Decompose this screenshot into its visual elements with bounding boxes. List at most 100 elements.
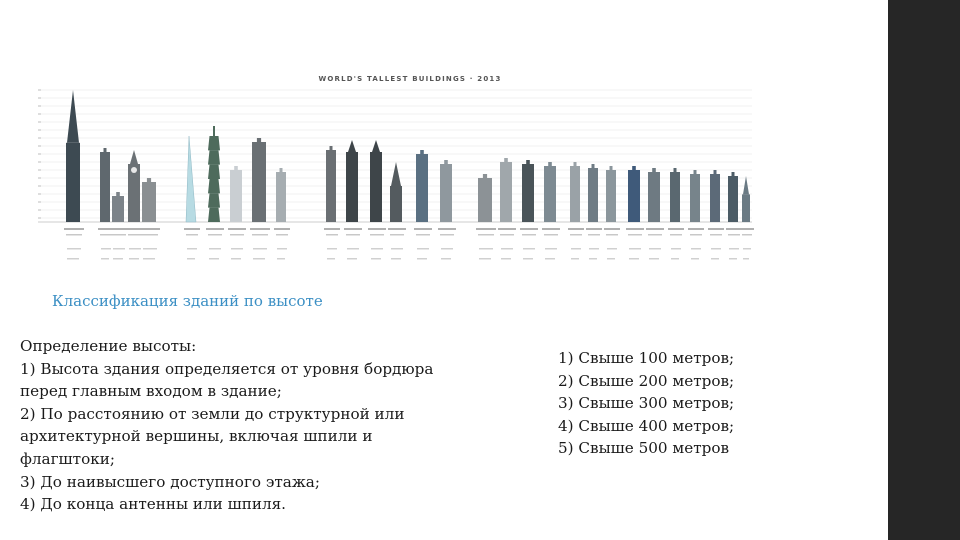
caption-line — [187, 258, 195, 260]
building-crown — [591, 164, 595, 168]
building-body — [128, 164, 140, 222]
caption-line — [629, 258, 639, 260]
caption-line — [347, 248, 359, 250]
caption-line — [691, 248, 701, 250]
caption-line — [370, 234, 384, 236]
caption-line — [417, 258, 427, 260]
caption-line — [391, 248, 403, 250]
caption-line — [113, 258, 123, 260]
caption-line — [253, 248, 267, 250]
caption-line — [228, 228, 246, 230]
building-spire — [372, 140, 380, 152]
caption-line — [628, 234, 642, 236]
building-spire — [348, 140, 356, 152]
caption-line — [327, 248, 337, 250]
caption-line — [542, 228, 560, 230]
caption-line — [440, 234, 454, 236]
caption-line — [571, 258, 579, 260]
caption-line — [441, 258, 451, 260]
definition-line: 1) Высота здания определяется от уровня … — [20, 359, 434, 378]
building-body — [690, 174, 700, 222]
caption-line — [327, 258, 335, 260]
height-classes-list: 1) Свыше 100 метров; 2) Свыше 200 метров… — [558, 347, 858, 460]
building-spire — [743, 176, 749, 195]
building-crown — [609, 166, 613, 170]
caption-line — [276, 234, 288, 236]
caption-line — [347, 258, 357, 260]
building-tier — [208, 179, 220, 194]
caption-line — [671, 248, 681, 250]
building-body — [370, 152, 382, 222]
building-antenna — [213, 126, 215, 136]
caption-line — [414, 228, 432, 230]
caption-line — [274, 228, 290, 230]
slide-subtitle: Классификация зданий по высоте — [52, 292, 323, 310]
building-body — [728, 176, 738, 222]
definition-line: Определение высоты: — [20, 337, 197, 355]
caption-line — [586, 228, 602, 230]
caption-line — [277, 258, 285, 260]
building-crown — [146, 178, 152, 182]
building-tier — [208, 150, 220, 165]
building-body — [500, 162, 512, 222]
caption-line — [523, 248, 535, 250]
caption-line — [607, 248, 617, 250]
caption-line — [66, 234, 82, 236]
caption-line — [143, 248, 157, 250]
clock-face — [131, 167, 137, 173]
building-crown — [279, 168, 283, 172]
building-tier — [208, 207, 220, 222]
caption-line — [371, 258, 381, 260]
caption-line — [479, 258, 491, 260]
building-body — [416, 154, 428, 222]
tallest-buildings-figure: WORLD'S TALLEST BUILDINGS · 2013 — [30, 60, 756, 274]
caption-line — [670, 234, 682, 236]
building-crown — [673, 168, 677, 172]
building-body — [670, 172, 680, 222]
building-spire — [130, 150, 138, 164]
caption-line — [522, 234, 536, 236]
caption-line — [710, 234, 722, 236]
building-crown — [420, 150, 424, 154]
caption-line — [626, 228, 644, 230]
caption-line — [277, 248, 287, 250]
caption-line — [571, 248, 581, 250]
caption-line — [671, 258, 679, 260]
building-body — [390, 186, 402, 222]
caption-line — [98, 228, 114, 230]
caption-line — [208, 234, 222, 236]
height-definition-block: Определение высоты: 1) Высота здания опр… — [20, 335, 500, 516]
caption-line — [545, 248, 557, 250]
caption-line — [371, 248, 383, 250]
caption-line — [184, 228, 200, 230]
caption-line — [479, 248, 493, 250]
caption-line — [142, 234, 158, 236]
caption-line — [390, 234, 404, 236]
caption-line — [545, 258, 555, 260]
caption-line — [231, 248, 243, 250]
caption-line — [101, 248, 111, 250]
caption-line — [728, 234, 740, 236]
caption-line — [391, 258, 401, 260]
figure-title: WORLD'S TALLEST BUILDINGS · 2013 — [318, 75, 501, 83]
caption-line — [544, 234, 558, 236]
caption-line — [368, 228, 386, 230]
caption-line — [388, 228, 406, 230]
caption-line — [250, 228, 270, 230]
building-body — [100, 152, 110, 222]
caption-line — [230, 234, 244, 236]
caption-line — [209, 258, 219, 260]
right-sidebar — [888, 0, 960, 540]
definition-line: 4) До конца антенны или шпиля. — [20, 495, 287, 514]
definition-line: флагштоки; — [20, 449, 115, 468]
caption-line — [112, 234, 126, 236]
building-crown — [693, 170, 697, 174]
caption-line — [231, 258, 241, 260]
building-glass-tower — [185, 135, 197, 223]
building-body — [230, 170, 242, 222]
caption-line — [140, 228, 160, 230]
building-body — [276, 172, 286, 222]
buildings-illustration: WORLD'S TALLEST BUILDINGS · 2013 — [38, 75, 754, 260]
building-crown — [526, 160, 530, 164]
